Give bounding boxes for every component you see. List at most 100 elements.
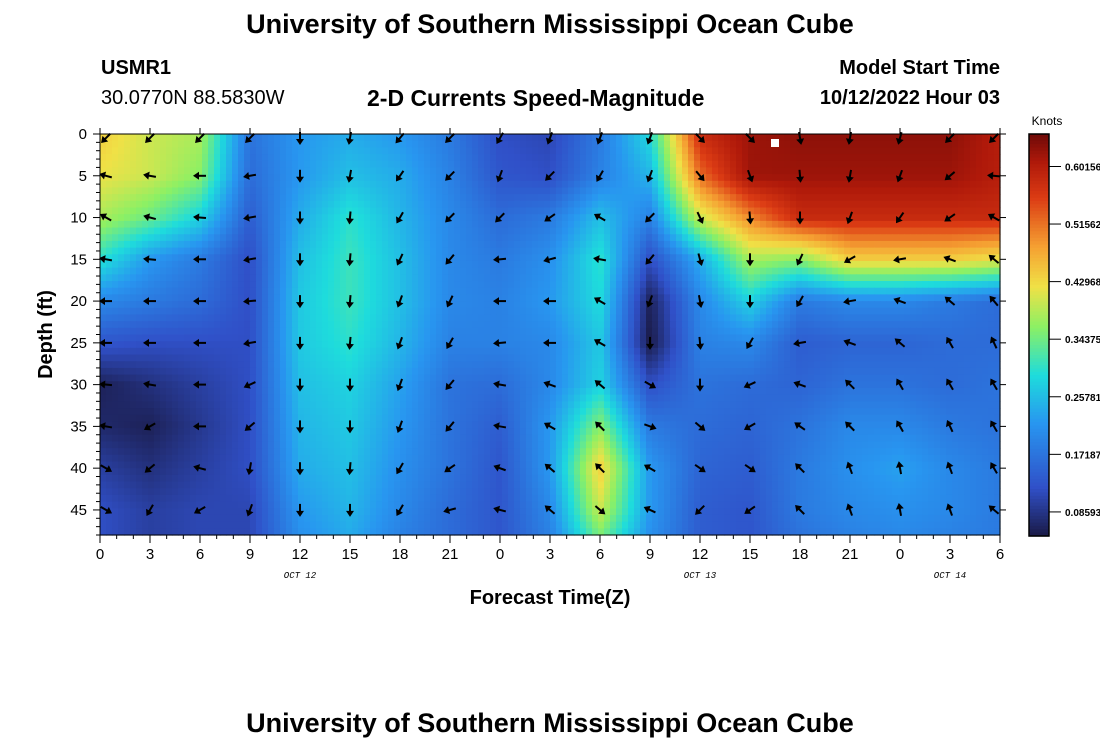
heatmap-cell bbox=[814, 200, 821, 209]
heatmap-cell bbox=[298, 287, 305, 295]
heatmap-cell bbox=[412, 327, 419, 336]
heatmap-cell bbox=[364, 167, 371, 175]
heatmap-cell bbox=[586, 347, 593, 356]
heatmap-cell bbox=[904, 174, 911, 182]
heatmap-cell bbox=[280, 180, 287, 189]
heatmap-cell bbox=[472, 287, 479, 295]
heatmap-cell bbox=[226, 274, 233, 282]
heatmap-cell bbox=[706, 160, 713, 169]
heatmap-cell bbox=[976, 180, 983, 189]
heatmap-cell bbox=[820, 321, 827, 329]
heatmap-cell bbox=[676, 167, 683, 175]
heatmap-cell bbox=[652, 214, 659, 222]
heatmap-cell bbox=[580, 160, 587, 169]
heatmap-cell bbox=[574, 267, 581, 275]
heatmap-cell bbox=[496, 194, 503, 202]
heatmap-cell bbox=[562, 267, 569, 275]
heatmap-cell bbox=[136, 267, 143, 275]
heatmap-cell bbox=[262, 240, 269, 249]
heatmap-cell bbox=[376, 327, 383, 336]
heatmap-cell bbox=[616, 214, 623, 222]
heatmap-cell bbox=[646, 220, 653, 229]
heatmap-cell bbox=[952, 287, 959, 295]
heatmap-cell bbox=[388, 281, 395, 289]
heatmap-cell bbox=[814, 307, 821, 316]
heatmap-cell bbox=[784, 254, 791, 262]
heatmap-cell bbox=[670, 287, 677, 295]
heatmap-cell bbox=[316, 287, 323, 295]
heatmap-cell bbox=[334, 254, 341, 262]
heatmap-cell bbox=[664, 301, 671, 309]
heatmap-cell bbox=[808, 200, 815, 209]
heatmap-cell bbox=[880, 301, 887, 309]
heatmap-cell bbox=[844, 207, 851, 215]
heatmap-cell bbox=[424, 274, 431, 282]
heatmap-cell bbox=[220, 174, 227, 182]
heatmap-cell bbox=[916, 207, 923, 215]
heatmap-cell bbox=[364, 187, 371, 195]
heatmap-cell bbox=[976, 220, 983, 229]
heatmap-cell bbox=[544, 227, 551, 235]
heatmap-cell bbox=[136, 154, 143, 162]
heatmap-cell bbox=[364, 294, 371, 302]
heatmap-cell bbox=[538, 160, 545, 169]
heatmap-cell bbox=[382, 254, 389, 262]
heatmap-cell bbox=[826, 134, 833, 142]
model-start-label: Model Start Time bbox=[839, 57, 1000, 79]
heatmap-cell bbox=[850, 160, 857, 169]
heatmap-cell bbox=[658, 220, 665, 229]
heatmap-cell bbox=[742, 180, 749, 189]
heatmap-cell bbox=[898, 294, 905, 302]
heatmap-cell bbox=[448, 147, 455, 155]
heatmap-cell bbox=[694, 321, 701, 329]
heatmap-cell bbox=[232, 167, 239, 175]
heatmap-cell bbox=[886, 321, 893, 329]
heatmap-cell bbox=[778, 220, 785, 229]
heatmap-cell bbox=[442, 274, 449, 282]
heatmap-cell bbox=[532, 220, 539, 229]
heatmap-cell bbox=[934, 147, 941, 155]
heatmap-cell bbox=[448, 281, 455, 289]
heatmap-cell bbox=[436, 281, 443, 289]
heatmap-cell bbox=[250, 327, 257, 336]
heatmap-cell bbox=[886, 220, 893, 229]
heatmap-cell bbox=[388, 274, 395, 282]
heatmap-cell bbox=[178, 267, 185, 275]
heatmap-cell bbox=[268, 314, 275, 322]
heatmap-cell bbox=[796, 220, 803, 229]
heatmap-cell bbox=[658, 160, 665, 169]
heatmap-cell bbox=[346, 194, 353, 202]
heatmap-cell bbox=[526, 180, 533, 189]
heatmap-cell bbox=[826, 267, 833, 275]
heatmap-cell bbox=[208, 327, 215, 336]
heatmap-cell bbox=[940, 347, 947, 356]
heatmap-cell bbox=[316, 160, 323, 169]
heatmap-cell bbox=[592, 160, 599, 169]
heatmap-cell bbox=[964, 347, 971, 356]
heatmap-cell bbox=[436, 294, 443, 302]
heatmap-cell bbox=[940, 200, 947, 209]
heatmap-cell bbox=[838, 321, 845, 329]
heatmap-cell bbox=[832, 307, 839, 316]
heatmap-cell bbox=[112, 307, 119, 316]
heatmap-cell bbox=[112, 341, 119, 349]
heatmap-cell bbox=[334, 294, 341, 302]
heatmap-cell bbox=[706, 207, 713, 215]
heatmap-cell bbox=[784, 274, 791, 282]
heatmap-cell bbox=[928, 167, 935, 175]
heatmap-cell bbox=[724, 327, 731, 336]
heatmap-cell bbox=[196, 347, 203, 356]
heatmap-cell bbox=[586, 220, 593, 229]
heatmap-cell bbox=[784, 140, 791, 148]
heatmap-cell bbox=[526, 194, 533, 202]
heatmap-cell bbox=[568, 187, 575, 195]
heatmap-cell bbox=[478, 140, 485, 148]
heatmap-cell bbox=[238, 347, 245, 356]
heatmap-cell bbox=[172, 347, 179, 356]
heatmap-cell bbox=[760, 301, 767, 309]
heatmap-cell bbox=[718, 220, 725, 229]
heatmap-cell bbox=[208, 174, 215, 182]
heatmap-cell bbox=[262, 167, 269, 175]
heatmap-cell bbox=[196, 334, 203, 342]
heatmap-cell bbox=[238, 260, 245, 269]
